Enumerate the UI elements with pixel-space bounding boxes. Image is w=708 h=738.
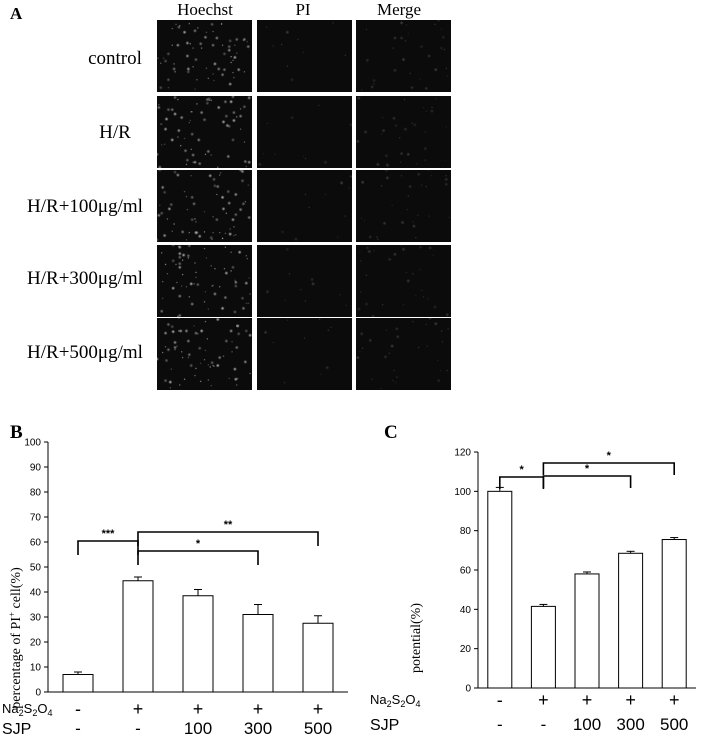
micrograph-pi-row3	[257, 170, 352, 242]
chart-c-cond-sjp-0: -	[497, 715, 503, 734]
chart-b-bar-0	[62, 674, 94, 693]
chart-c-ytick-label-6: 120	[454, 448, 471, 459]
chart-b-cond-label-sjp: SJP	[2, 721, 31, 738]
chart-b-bar-4	[302, 622, 334, 693]
chart-c-sig-label-2: *	[607, 450, 612, 462]
chart-b-ytick-label-0: 0	[35, 688, 41, 699]
chart-c: potential(%) 0 20 40 60 80 100 120 * * * Na2S2O4 SJ…	[370, 448, 696, 734]
chart-c-cond-na2s2o4-1: +	[538, 690, 549, 710]
chart-c-cond-sjp-1: -	[541, 715, 547, 734]
chart-c-sig-bracket-1	[542, 475, 632, 488]
micrograph-hoechst-row4	[157, 245, 252, 317]
chart-c-bar-1	[530, 605, 556, 689]
chart-c-cond-sjp-4: 500	[660, 715, 688, 734]
row-label-hr: H/R	[99, 122, 131, 143]
chart-c-sig-bracket-0	[499, 476, 545, 489]
chart-b-sig-label-1: *	[196, 538, 201, 550]
chart-c-sig-bracket-2	[542, 462, 675, 475]
micrograph-pi-row5	[257, 318, 352, 390]
micrograph-hoechst-row5	[157, 318, 252, 390]
micrograph-merge-row4	[356, 245, 451, 317]
chart-c-cond-sjp-3: 300	[616, 715, 644, 734]
chart-b-cond-na2s2o4-0: -	[75, 699, 81, 719]
chart-b-cond-sjp-3: 300	[244, 719, 272, 738]
chart-b-ylabel: percentage of PI+ cell(%)	[7, 567, 24, 709]
chart-b-sig-bracket-1	[137, 550, 259, 565]
chart-b-cond-label-na2s2o4: Na2S2O4	[2, 701, 52, 718]
chart-c-cond-label-sjp: SJP	[370, 717, 399, 734]
chart-b-cond-na2s2o4-4: +	[313, 699, 324, 719]
chart-c-cond-na2s2o4-2: +	[582, 690, 593, 710]
micrograph-hoechst-row1	[157, 20, 252, 92]
chart-c-cond-na2s2o4-4: +	[669, 690, 680, 710]
micrograph-pi-row4	[257, 245, 352, 317]
chart-b-ytick-label-4: 40	[30, 588, 42, 599]
micrograph-merge-row3	[356, 170, 451, 242]
chart-c-ytick-label-1: 20	[460, 644, 472, 655]
chart-c-cond-sjp-2: 100	[573, 715, 601, 734]
micrograph-pi-row2	[257, 96, 352, 168]
chart-b-cond-sjp-4: 500	[304, 719, 332, 738]
micrograph-merge-row1	[356, 20, 451, 92]
chart-b-sig-bracket-0	[77, 540, 139, 555]
chart-b-sig-label-2: **	[224, 519, 233, 531]
chart-b-cond-sjp-2: 100	[184, 719, 212, 738]
chart-c-ytick-label-2: 40	[460, 605, 472, 616]
chart-c-bar-2	[574, 573, 600, 689]
chart-b-cond-na2s2o4-3: +	[253, 699, 264, 719]
micrograph-hoechst-row3	[157, 170, 252, 242]
chart-c-ytick-label-0: 0	[465, 684, 471, 695]
chart-b-ytick-label-8: 80	[30, 488, 42, 499]
chart-b-ytick-label-1: 10	[30, 663, 42, 674]
chart-c-ytick-label-4: 80	[460, 526, 472, 537]
panel-b-letter: B	[10, 422, 23, 443]
chart-b-ytick-label-7: 70	[30, 513, 42, 524]
chart-b-ytick-label-9: 90	[30, 463, 42, 474]
chart-b: percentage of PI+ cell(%) 0 10 20 30 40 50 60 7…	[2, 438, 348, 738]
chart-c-sig-label-1: *	[585, 463, 590, 475]
chart-b-cond-sjp-1: -	[135, 719, 141, 738]
chart-b-cond-na2s2o4-1: +	[133, 699, 144, 719]
chart-b-bar-1	[122, 580, 154, 693]
chart-b-cond-na2s2o4-2: +	[193, 699, 204, 719]
chart-c-sig-label-0: *	[519, 464, 524, 476]
panel-a-letter: A	[10, 4, 23, 23]
row-label-control: control	[88, 48, 142, 69]
chart-c-cond-label-na2s2o4: Na2S2O4	[370, 692, 420, 709]
column-header-pi: PI	[295, 0, 311, 19]
chart-b-ytick-label-6: 60	[30, 538, 42, 549]
micrograph-pi-row1	[257, 20, 352, 92]
chart-c-ytick-label-3: 60	[460, 566, 472, 577]
chart-b-cond-sjp-0: -	[75, 719, 81, 738]
chart-b-bar-3	[242, 614, 274, 693]
micrograph-hoechst-row2	[157, 96, 252, 168]
row-label-hr-100: H/R+100μg/ml	[27, 196, 143, 217]
chart-c-cond-na2s2o4-0: -	[497, 690, 503, 710]
column-header-merge: Merge	[376, 0, 422, 19]
panel-c-letter: C	[384, 422, 398, 443]
chart-c-bar-4	[661, 539, 687, 689]
chart-c-bar-0	[487, 490, 513, 689]
chart-c-ylabel: potential(%)	[409, 603, 424, 673]
micrograph-merge-row2	[356, 96, 451, 168]
chart-b-ytick-label-3: 30	[30, 613, 42, 624]
chart-b-ytick-label-2: 20	[30, 638, 42, 649]
chart-b-sig-label-0: ***	[102, 528, 116, 540]
micrograph-merge-row5	[356, 318, 451, 390]
chart-b-ytick-label-10: 100	[24, 438, 41, 449]
column-header-hoechst: Hoechst	[177, 0, 233, 19]
chart-b-bar-2	[182, 595, 214, 693]
chart-c-ytick-label-5: 100	[454, 487, 471, 498]
chart-c-cond-na2s2o4-3: +	[625, 690, 636, 710]
chart-b-ytick-label-5: 50	[30, 563, 42, 574]
chart-b-sig-bracket-2	[137, 531, 319, 546]
row-label-hr-500: H/R+500μg/ml	[27, 342, 143, 363]
row-label-hr-300: H/R+300μg/ml	[27, 268, 143, 289]
chart-c-bar-3	[618, 552, 644, 689]
